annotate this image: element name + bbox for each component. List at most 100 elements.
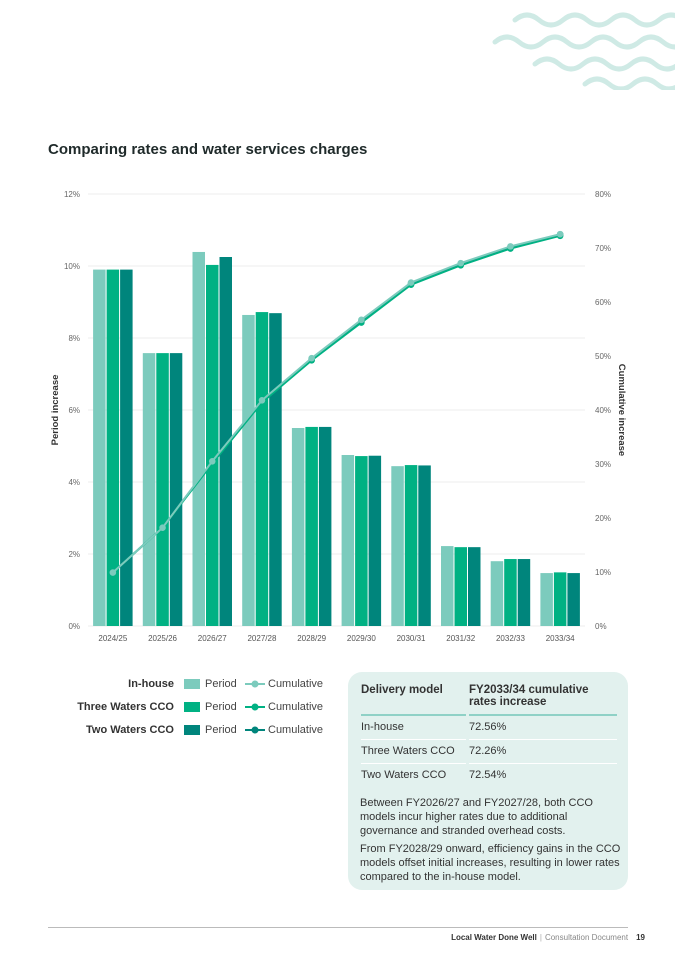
cell: Two Waters CCO	[361, 769, 447, 781]
note-2: From FY2028/29 onward, efficiency gains …	[360, 843, 621, 883]
cell: 72.54%	[469, 769, 507, 781]
cumulative-point	[159, 524, 166, 532]
cell: 72.26%	[469, 740, 617, 764]
bar-in-house	[490, 561, 504, 626]
cumulative-line-in-house	[112, 233, 561, 574]
chart-title: Comparing rates and water services charg…	[48, 141, 368, 158]
legend-period-label: Period	[205, 723, 237, 736]
y2-tick-label: 20%	[595, 514, 611, 523]
bar-two-waters-cco	[418, 465, 431, 626]
header-cumulative: FY2033/34 cumulative rates increase	[469, 682, 617, 716]
bar-in-house	[192, 251, 205, 626]
bar-two-waters-cco	[368, 455, 382, 626]
y-tick-label: 8%	[68, 334, 80, 343]
cumulative-point	[457, 259, 465, 267]
footer-doc-subtitle: Consultation Document	[544, 933, 629, 942]
bar-three-waters-cco	[305, 426, 318, 626]
y-axis-label: Period increase	[50, 375, 61, 446]
cell: In-house	[361, 716, 466, 740]
y2-tick-label: 40%	[595, 406, 611, 415]
legend-series-name: Three Waters CCO	[77, 700, 174, 713]
y2-tick-label: 80%	[595, 190, 611, 199]
y-tick-label: 6%	[68, 406, 80, 415]
cumulative-point	[308, 354, 315, 362]
bar-two-waters-cco	[219, 257, 232, 626]
wave-decoration	[492, 12, 675, 90]
bar-two-waters-cco	[517, 559, 531, 626]
bar-three-waters-cco	[255, 312, 269, 626]
cumulative-point	[507, 243, 514, 250]
legend-cumulative-label: Cumulative	[268, 723, 324, 736]
cumulative-point	[407, 279, 415, 286]
cumulative-point	[208, 458, 216, 465]
cell: Three Waters CCO	[361, 740, 466, 764]
x-tick-label: 2024/25	[98, 634, 127, 643]
legend-row: In-house Period Cumulative	[60, 672, 323, 695]
bar-in-house	[540, 573, 553, 626]
bar-three-waters-cco	[553, 572, 567, 626]
table-row: Three Waters CCO 72.26%	[361, 740, 617, 764]
y2-tick-label: 10%	[595, 568, 611, 577]
bar-two-waters-cco	[468, 547, 481, 626]
bar-in-house	[242, 314, 255, 626]
note-1: Between FY2026/27 and FY2027/28, both CC…	[360, 797, 593, 837]
y2-tick-label: 70%	[595, 244, 611, 253]
legend-cumulative: Cumulative	[245, 678, 323, 690]
table-row: In-house 72.56%	[361, 716, 617, 740]
cell: 72.56%	[469, 716, 617, 740]
legend-cumulative: Cumulative	[245, 701, 323, 713]
legend-line-swatch	[245, 680, 265, 687]
y2-tick-label: 0%	[595, 622, 607, 631]
cumulative-point	[358, 316, 365, 324]
x-tick-label: 2027/28	[247, 634, 276, 643]
legend: In-house Period Cumulative Three Waters …	[60, 672, 323, 741]
legend-period-label: Period	[205, 700, 237, 713]
legend-bar-swatch	[184, 678, 200, 689]
legend-cumulative-label: Cumulative	[268, 677, 324, 690]
summary-panel: Delivery model FY2033/34 cumulative rate…	[348, 672, 628, 890]
bar-in-house	[93, 269, 106, 626]
bar-two-waters-cco	[567, 573, 580, 626]
legend-row: Two Waters CCO Period Cumulative	[60, 718, 323, 741]
cumulative-point	[109, 569, 117, 576]
cumulative-point	[258, 396, 266, 404]
bar-in-house	[142, 353, 156, 626]
y2-axis-label: Cumulative increase	[616, 364, 627, 456]
summary-table: Delivery model FY2033/34 cumulative rate…	[358, 682, 620, 787]
y-tick-label: 0%	[68, 622, 80, 631]
page-number: 19	[636, 933, 645, 942]
bar-three-waters-cco	[106, 269, 120, 626]
footer: Local Water Done Well | Consultation Docum…	[451, 933, 645, 942]
bar-three-waters-cco	[355, 456, 368, 626]
x-tick-label: 2032/33	[496, 634, 525, 643]
legend-period-label: Period	[205, 677, 237, 690]
bar-in-house	[391, 466, 404, 626]
legend-bar-swatch	[184, 724, 200, 735]
bar-three-waters-cco	[156, 353, 169, 626]
bar-two-waters-cco	[120, 269, 133, 626]
legend-row: Three Waters CCO Period Cumulative	[60, 695, 323, 718]
bar-three-waters-cco	[404, 465, 418, 626]
bar-three-waters-cco	[504, 559, 517, 626]
x-tick-label: 2028/29	[297, 634, 326, 643]
y2-tick-label: 50%	[595, 352, 611, 361]
bar-two-waters-cco	[169, 353, 183, 626]
y-tick-label: 12%	[64, 190, 80, 199]
x-tick-label: 2031/32	[446, 634, 475, 643]
x-tick-label: 2030/31	[397, 634, 426, 643]
bar-two-waters-cco	[318, 426, 332, 626]
legend-bar-swatch	[184, 701, 200, 712]
legend-series-name: Two Waters CCO	[85, 723, 174, 736]
x-tick-label: 2025/26	[148, 634, 177, 643]
legend-series-name: In-house	[128, 677, 174, 690]
bar-three-waters-cco	[206, 264, 219, 626]
y-tick-label: 4%	[68, 478, 80, 487]
y-tick-label: 2%	[68, 550, 80, 559]
bar-in-house	[341, 455, 355, 626]
bar-two-waters-cco	[269, 313, 282, 626]
chart: 0% 2% 4% 6% 8% 10% 12% 0% 10% 20% 30% 40% 50% 60% 70% 8…	[50, 190, 627, 643]
table-row: Two Waters CCO 72.54%	[361, 764, 617, 787]
y-tick-label: 10%	[64, 262, 80, 271]
x-tick-label: 2033/34	[546, 634, 575, 643]
